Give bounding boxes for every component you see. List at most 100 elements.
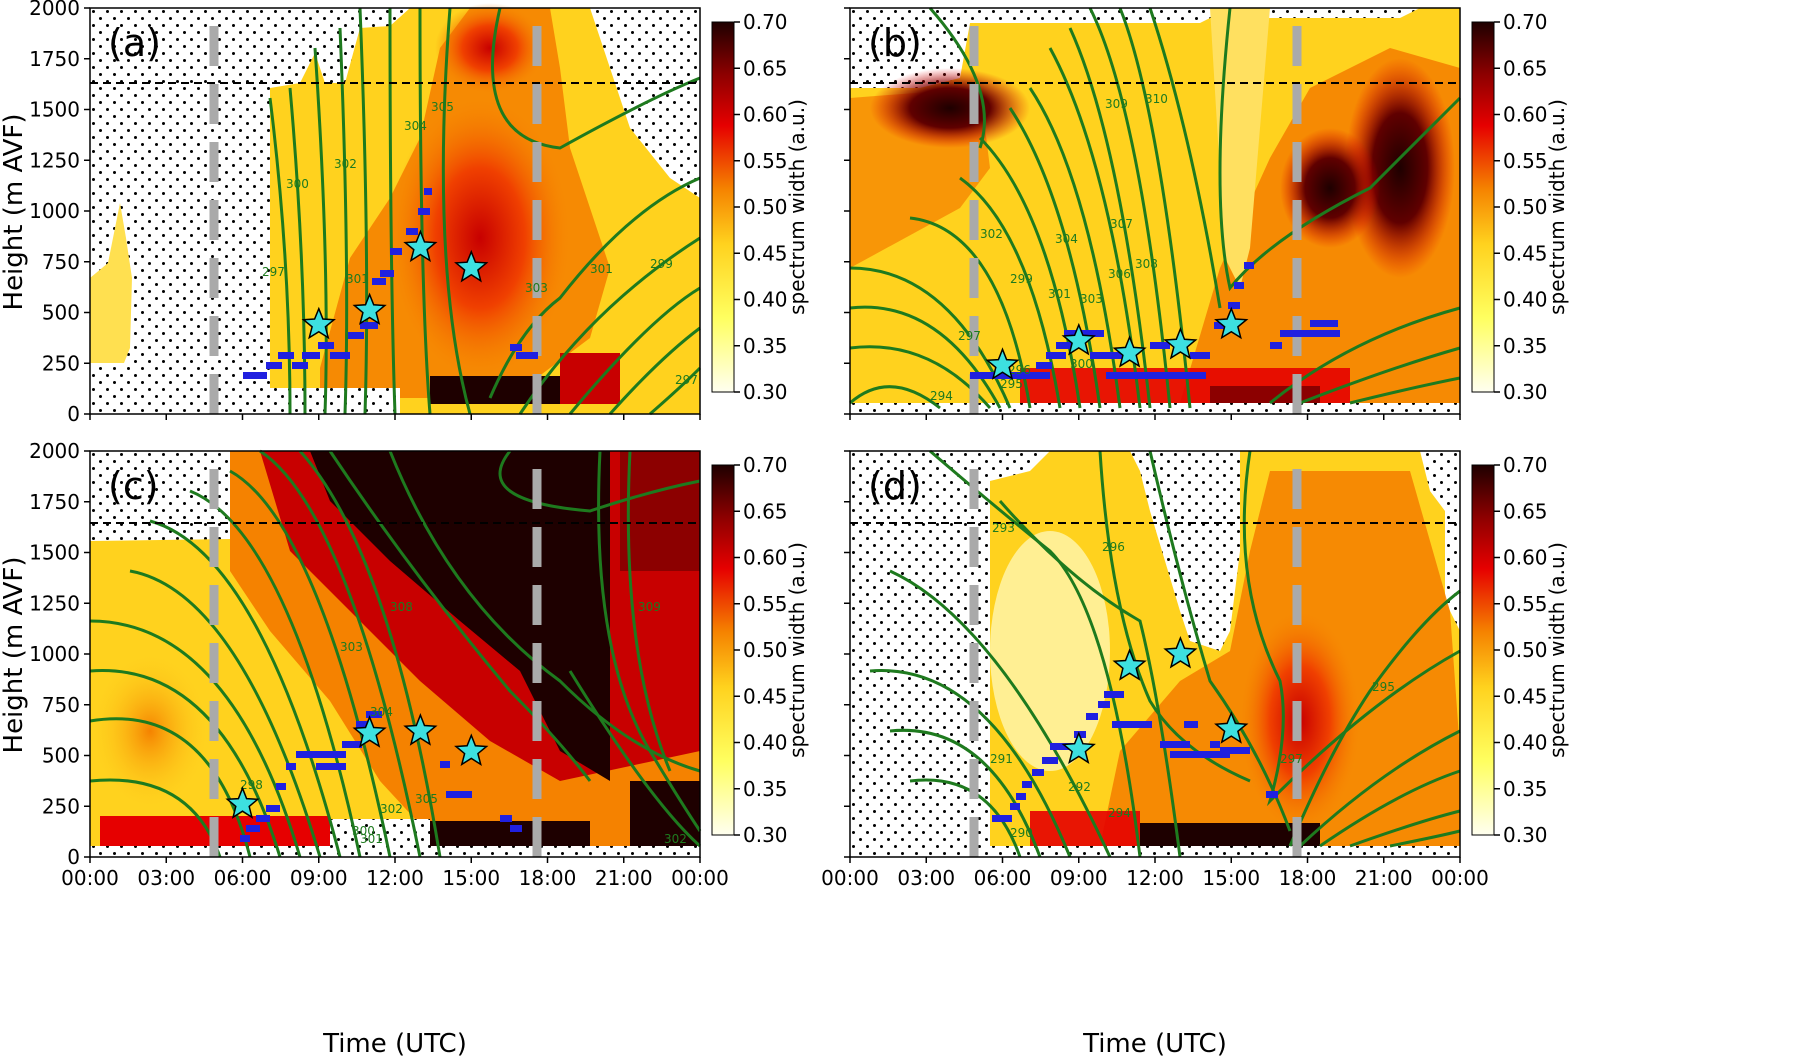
panel-d-label: (d): [868, 464, 922, 508]
contour-label: 308: [1135, 257, 1158, 271]
panel-c-hotspot-left: [90, 651, 210, 811]
panel-c-stars: [225, 713, 489, 819]
colorbar-label: spectrum width (a.u.): [785, 99, 809, 315]
contour-label: 304: [370, 705, 393, 719]
panel-b-hotspot-right: [1345, 58, 1455, 278]
x-tick-label: 06:00: [214, 866, 272, 890]
panel-d-contours: [869, 449, 1461, 858]
colorbar: [711, 21, 735, 393]
panel-c: 298 300 301 302 303 304 305 308 309 302 …: [89, 449, 702, 858]
y-tick-label: 1250: [29, 591, 80, 615]
star-marker: [454, 249, 489, 283]
colorbar-tick-label: 0.70: [743, 10, 788, 34]
colorbar-tick-label: 0.50: [743, 195, 788, 219]
star-marker: [352, 715, 387, 748]
colorbar-tick-label: 0.60: [1503, 103, 1548, 127]
colorbar-top-right: 0.70 0.65 0.60 0.55 0.50 0.45 0.40 0.35 0.30 spe…: [1471, 10, 1569, 404]
panel-c-dark-right: [620, 451, 700, 571]
y-tick-label: 1000: [29, 642, 80, 666]
x-tick-label: 12:00: [366, 866, 424, 890]
contour-label: 303: [525, 281, 548, 295]
star-marker: [225, 786, 260, 819]
colorbar-tick-label: 0.70: [1503, 10, 1548, 34]
x-tick-label: 21:00: [595, 866, 653, 890]
panel-d: 290 291 292 293 294 295 296 297 (d): [849, 449, 1461, 858]
colorbar-tick-label: 0.35: [1503, 334, 1548, 358]
colorbar-top-left: 0.70 0.65 0.60 0.55 0.50 0.45 0.40 0.35 0.30 spe…: [711, 10, 809, 404]
colorbar-tick-label: 0.65: [743, 499, 788, 523]
y-tick-label: 1750: [29, 47, 80, 71]
colorbar-tick-label: 0.50: [1503, 638, 1548, 662]
y-tick-label: 750: [42, 250, 80, 274]
colorbar-tick-label: 0.70: [1503, 453, 1548, 477]
colorbar-tick-label: 0.35: [743, 334, 788, 358]
x-tick-label: 18:00: [1279, 866, 1337, 890]
y-axis-label-bottom: Height (m AVF): [0, 557, 29, 754]
colorbar: [711, 464, 735, 836]
colorbar-tick-label: 0.45: [1503, 241, 1548, 265]
contour-label: 304: [1055, 232, 1078, 246]
x-tick-label: 00:00: [671, 866, 729, 890]
contour-label: 297: [262, 265, 285, 279]
panel-b-contour-labels: 294 295 296 297 299 300 301 302 303 304 …: [930, 92, 1168, 403]
contour-label: 294: [1108, 806, 1131, 820]
colorbar-ticks: 0.70 0.65 0.60 0.55 0.50 0.45 0.40 0.35 0.30: [1494, 10, 1548, 404]
colorbar: [1471, 21, 1495, 393]
contour-label: 292: [1068, 780, 1091, 794]
star-marker: [1112, 335, 1147, 368]
colorbar-tick-label: 0.30: [1503, 380, 1548, 404]
x-tick-label: 21:00: [1355, 866, 1413, 890]
panel-d-stars: [1061, 635, 1249, 765]
y-tick-label: 2000: [29, 0, 80, 20]
colorbar-tick-label: 0.40: [743, 731, 788, 755]
star-marker: [454, 733, 489, 767]
contour-label: 309: [638, 600, 661, 614]
contour-label: 303: [340, 640, 363, 654]
panel-c-label: (c): [108, 464, 159, 508]
panel-b: 294 295 296 297 299 300 301 302 303 304 …: [849, 7, 1462, 415]
y-tick-label: 250: [42, 351, 80, 375]
colorbar-tick-label: 0.50: [1503, 195, 1548, 219]
contour-label: 295: [1372, 680, 1395, 694]
x-tick-label: 15:00: [1202, 866, 1260, 890]
panel-d-cool-region: [990, 531, 1110, 771]
panel-a-contours: [268, 7, 702, 416]
contour-label: 304: [404, 119, 427, 133]
y-tick-label: 250: [42, 794, 80, 818]
colorbar-bottom-right: 0.70 0.65 0.60 0.55 0.50 0.45 0.40 0.35 0.30 spe…: [1471, 453, 1569, 847]
colorbar-tick-label: 0.65: [743, 56, 788, 80]
panel-a-contour-labels: 297 300 301 302 304 305 303 301 299 297: [262, 100, 698, 387]
contour-label: 299: [650, 257, 673, 271]
contour-label: 306: [1108, 267, 1131, 281]
y-tick-label: 1250: [29, 148, 80, 172]
colorbar-tick-label: 0.65: [1503, 499, 1548, 523]
panel-c-contour-labels: 298 300 301 302 303 304 305 308 309 302: [240, 600, 687, 846]
panel-a-surface-red: [560, 353, 620, 404]
colorbar-tick-label: 0.50: [743, 638, 788, 662]
colorbar-ticks: 0.70 0.65 0.60 0.55 0.50 0.45 0.40 0.35 0.30: [734, 10, 788, 404]
contour-label: 296: [1102, 540, 1125, 554]
contour-label: 308: [390, 600, 413, 614]
colorbar-tick-label: 0.35: [743, 777, 788, 801]
star-marker: [1163, 326, 1198, 360]
y-tick-label: 1750: [29, 490, 80, 514]
y-tick-label: 1000: [29, 199, 80, 223]
colorbar-tick-label: 0.35: [1503, 777, 1548, 801]
contour-label: 297: [1280, 752, 1303, 766]
x-tick-label: 12:00: [1126, 866, 1184, 890]
x-tick-label: 18:00: [519, 866, 577, 890]
x-tick-label: 03:00: [137, 866, 195, 890]
panel-a-label: (a): [108, 21, 161, 65]
y-tick-label: 1500: [29, 541, 80, 565]
colorbar-tick-label: 0.65: [1503, 56, 1548, 80]
y-tick-label: 750: [42, 693, 80, 717]
contour-label: 302: [664, 832, 687, 846]
colorbar-ticks: 0.70 0.65 0.60 0.55 0.50 0.45 0.40 0.35 0.30: [1494, 453, 1548, 847]
panel-a-mask: [270, 388, 400, 414]
colorbar-tick-label: 0.70: [743, 453, 788, 477]
contour-label: 299: [1010, 272, 1033, 286]
colorbar-tick-label: 0.60: [1503, 546, 1548, 570]
contour-label: 300: [352, 824, 375, 838]
contour-label: 309: [1105, 97, 1128, 111]
